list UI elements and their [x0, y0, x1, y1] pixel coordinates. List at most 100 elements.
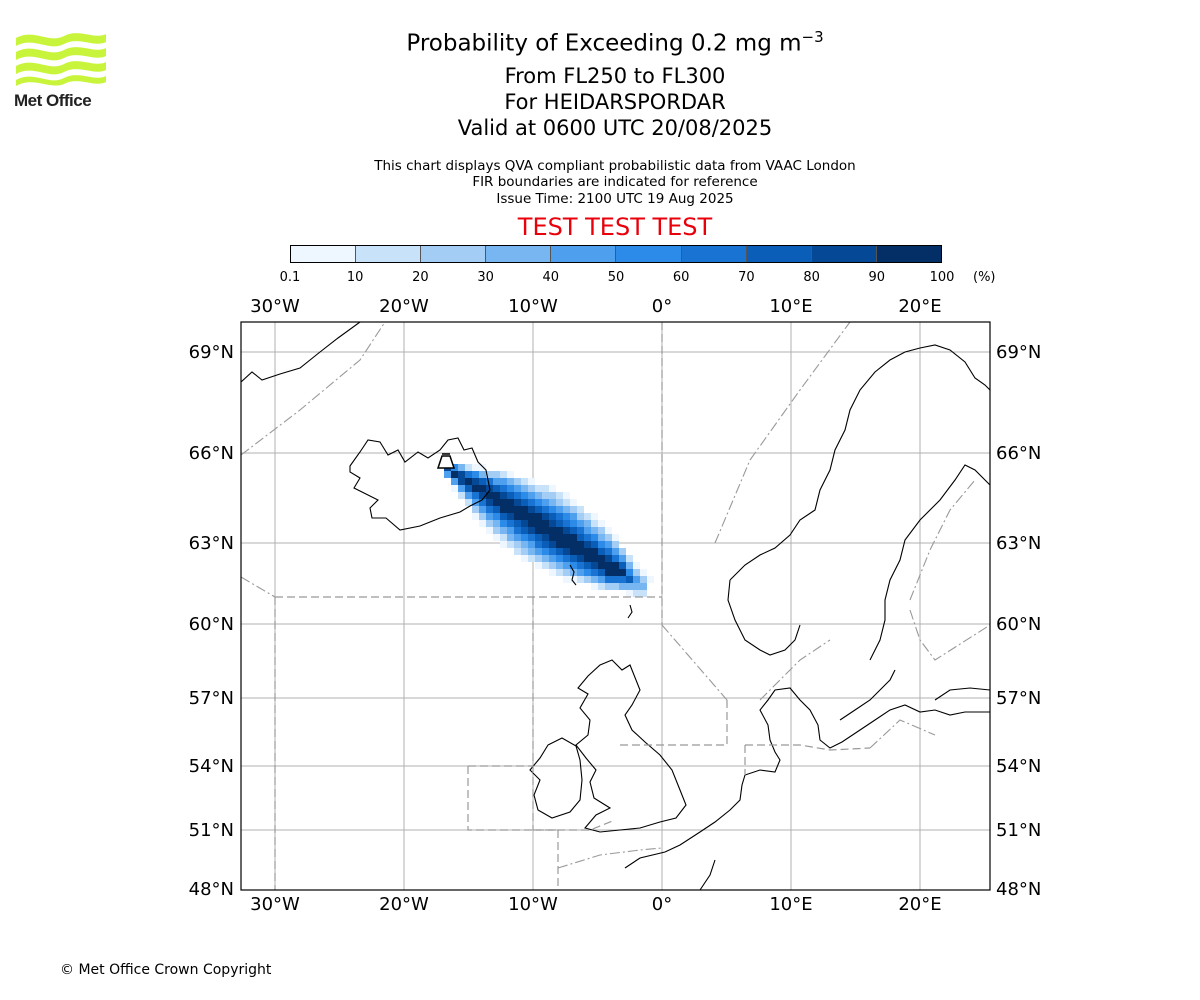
plume-cell — [493, 492, 500, 499]
colorbar-tick-label: 100 — [929, 270, 955, 285]
plume-cell — [465, 464, 472, 471]
plume-cell — [542, 541, 549, 548]
plume-cell — [626, 569, 633, 576]
plume-cell — [507, 520, 514, 527]
plume-cell — [591, 513, 598, 520]
colorbar-tick-label: 90 — [868, 270, 886, 285]
plume-cell — [591, 534, 598, 541]
plume-cell — [521, 513, 528, 520]
plume-cell — [521, 485, 528, 492]
plume-cell — [563, 513, 570, 520]
plume-cell — [521, 548, 528, 555]
plume-cell — [549, 527, 556, 534]
colorbar-unit: (%) — [973, 270, 996, 285]
plume-cell — [591, 527, 598, 534]
plume-cell — [451, 471, 458, 478]
plume-cell — [612, 569, 619, 576]
plume-cell — [493, 527, 500, 534]
lon-label-bottom: 0° — [652, 894, 672, 915]
lat-label-right: 57°N — [996, 688, 1041, 709]
plume-cell — [570, 534, 577, 541]
plume-cell — [500, 499, 507, 506]
plume-cell — [612, 583, 619, 590]
colorbar-segment — [876, 246, 941, 262]
plume-cell — [507, 478, 514, 485]
plume-cell — [528, 478, 535, 485]
plume-cell — [535, 562, 542, 569]
plume-cell — [542, 534, 549, 541]
plume-cell — [605, 569, 612, 576]
plume-cell — [458, 485, 465, 492]
colorbar — [290, 245, 942, 263]
plume-cell — [521, 527, 528, 534]
plume-cell — [528, 513, 535, 520]
plume-cell — [619, 562, 626, 569]
plume-cell — [563, 541, 570, 548]
plume-cell — [500, 534, 507, 541]
plume-cell — [570, 562, 577, 569]
plume-cell — [570, 499, 577, 506]
plume-cell — [591, 548, 598, 555]
plume-cell — [472, 471, 479, 478]
plume-cell — [542, 548, 549, 555]
plume-cell — [563, 569, 570, 576]
title-superscript: −3 — [801, 28, 824, 46]
plume-cell — [493, 513, 500, 520]
plume-cell — [542, 492, 549, 499]
plume-cell — [619, 583, 626, 590]
plume-cell — [605, 576, 612, 583]
colorbar-segment — [551, 246, 617, 262]
plume-cell — [500, 485, 507, 492]
lon-label-bottom: 30°W — [250, 894, 300, 915]
colorbar-segment — [746, 246, 812, 262]
plume-cell — [626, 583, 633, 590]
plume-cell — [556, 499, 563, 506]
plume-cell — [570, 541, 577, 548]
plume-cell — [584, 541, 591, 548]
plume-cell — [577, 541, 584, 548]
coastlines — [241, 322, 990, 890]
plume-cell — [549, 506, 556, 513]
plume-cell — [577, 569, 584, 576]
plume-cell — [535, 527, 542, 534]
plume-cell — [626, 590, 633, 597]
plume-cell — [584, 555, 591, 562]
plume-cell — [486, 492, 493, 499]
plume-cell — [472, 492, 479, 499]
plume-cell — [451, 485, 458, 492]
plume-cell — [598, 555, 605, 562]
plume-cell — [570, 576, 577, 583]
plume-cell — [528, 506, 535, 513]
fir-boundaries-dashdot — [241, 322, 990, 869]
plume-cell — [619, 548, 626, 555]
plume-cell — [514, 485, 521, 492]
lon-label-bottom: 20°E — [898, 894, 941, 915]
plume-cell — [528, 541, 535, 548]
plume-cell — [584, 548, 591, 555]
plume-cell — [472, 464, 479, 471]
plume-cell — [584, 534, 591, 541]
plume-cell — [556, 513, 563, 520]
plume-cell — [500, 492, 507, 499]
plume-cell — [605, 534, 612, 541]
plume-cell — [514, 499, 521, 506]
plume-cell — [626, 576, 633, 583]
colorbar-tick-label: 10 — [346, 270, 364, 285]
plume-cell — [619, 569, 626, 576]
plume-cell — [549, 562, 556, 569]
title-prefix: Probability of Exceeding 0.2 mg m — [406, 30, 802, 57]
plume-cell — [507, 534, 514, 541]
lon-label-top: 0° — [652, 296, 672, 317]
plume-cell — [570, 548, 577, 555]
colorbar-tick-label: 0.1 — [279, 270, 301, 285]
lon-label-top: 20°W — [379, 296, 429, 317]
plume-cell — [528, 499, 535, 506]
plume-cell — [591, 583, 598, 590]
plume-cell — [486, 499, 493, 506]
plume-cell — [570, 527, 577, 534]
plume-cell — [556, 555, 563, 562]
plume-cell — [577, 562, 584, 569]
plume-cell — [612, 548, 619, 555]
plume-cell — [486, 506, 493, 513]
plume-cell — [500, 541, 507, 548]
